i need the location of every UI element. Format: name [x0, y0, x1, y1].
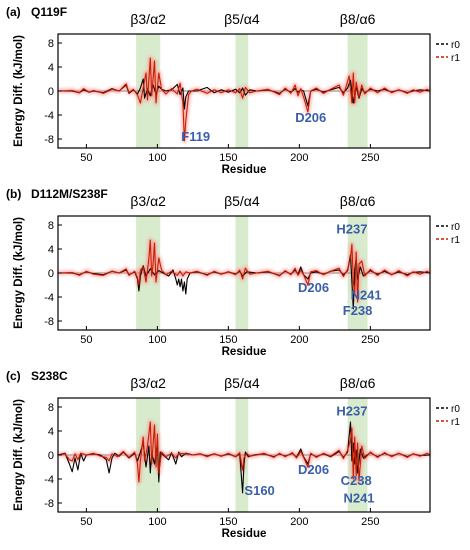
residue-annotation: H237 — [336, 221, 367, 236]
panel-label: (c) — [6, 369, 21, 383]
series-line-r1 — [57, 239, 431, 303]
y-tick-label: -8 — [44, 134, 54, 146]
region-label: β5/α4 — [224, 375, 260, 391]
legend-label: r0 — [451, 222, 460, 233]
chart-panel: (b) D112M/S238F β3/α2 β5/α4 β8/α6 50 100 150 200… — [6, 187, 460, 358]
x-tick-label: 50 — [80, 334, 92, 346]
y-tick-label: 0 — [48, 86, 54, 98]
residue-annotation: N241 — [343, 490, 374, 505]
x-tick-label: 250 — [361, 152, 379, 164]
x-axis-label: Residue — [222, 528, 267, 540]
chart-panel: (a) Q119F β3/α2 β5/α4 β8/α6 50 100 150 200 250 8 4 0… — [6, 5, 460, 176]
y-tick-label: 4 — [48, 426, 54, 438]
residue-annotation: D206 — [298, 462, 329, 477]
panel-title: Q119F — [31, 5, 67, 19]
x-tick-label: 100 — [148, 152, 166, 164]
y-tick-label: -8 — [44, 316, 54, 328]
chart-panel: (c) S238C β3/α2 β5/α4 β8/α6 50 100 150 200 250 8 4 0… — [6, 369, 460, 540]
y-axis-label: Energy Diff. (kJ/mol) — [13, 399, 25, 511]
x-tick-label: 150 — [219, 152, 237, 164]
panel-title: S238C — [31, 369, 68, 383]
legend-label: r1 — [451, 53, 460, 64]
x-tick-label: 250 — [361, 334, 379, 346]
y-tick-label: 8 — [48, 220, 54, 232]
residue-annotation: F119 — [181, 129, 210, 144]
y-tick-label: -4 — [44, 474, 54, 486]
x-tick-label: 200 — [290, 334, 308, 346]
y-tick-label: 8 — [48, 402, 54, 414]
region-label: β5/α4 — [224, 11, 260, 27]
x-axis-label: Residue — [222, 346, 267, 358]
x-tick-label: 50 — [80, 516, 92, 528]
residue-annotation: F238 — [343, 303, 373, 318]
region-label: β3/α2 — [130, 193, 166, 209]
x-tick-label: 150 — [219, 334, 237, 346]
series-line-r1 — [57, 57, 431, 142]
x-tick-label: 150 — [219, 516, 237, 528]
x-tick-label: 100 — [148, 334, 166, 346]
legend-label: r1 — [451, 235, 460, 246]
residue-annotation: D206 — [295, 110, 326, 125]
residue-annotation: S160 — [244, 483, 274, 498]
region-label: β8/α6 — [340, 11, 376, 27]
panel-label: (b) — [6, 187, 21, 201]
x-tick-label: 200 — [290, 152, 308, 164]
region-label: β3/α2 — [130, 11, 166, 27]
y-tick-label: 4 — [48, 244, 54, 256]
series-line-r1 — [57, 421, 431, 483]
region-label: β3/α2 — [130, 375, 166, 391]
residue-annotation: C238 — [341, 473, 372, 488]
residue-annotation: N241 — [351, 287, 382, 302]
region-label: β5/α4 — [224, 193, 260, 209]
region-label: β8/α6 — [340, 375, 376, 391]
y-tick-label: 8 — [48, 38, 54, 50]
residue-annotation: D206 — [298, 280, 329, 295]
residue-annotation: H237 — [336, 403, 367, 418]
legend-label: r0 — [451, 40, 460, 51]
x-tick-label: 50 — [80, 152, 92, 164]
x-axis-label: Residue — [222, 164, 267, 176]
x-tick-label: 250 — [361, 516, 379, 528]
panel-label: (a) — [6, 5, 21, 19]
y-tick-label: -8 — [44, 498, 54, 510]
y-axis-label: Energy Diff. (kJ/mol) — [13, 35, 25, 147]
y-tick-label: 0 — [48, 268, 54, 280]
region-label: β8/α6 — [340, 193, 376, 209]
y-tick-label: 4 — [48, 62, 54, 74]
panel-title: D112M/S238F — [31, 187, 108, 201]
x-tick-label: 100 — [148, 516, 166, 528]
legend-label: r1 — [451, 417, 460, 428]
y-tick-label: -4 — [44, 292, 54, 304]
y-tick-label: -4 — [44, 110, 54, 122]
x-tick-label: 200 — [290, 516, 308, 528]
y-axis-label: Energy Diff. (kJ/mol) — [13, 217, 25, 329]
y-tick-label: 0 — [48, 450, 54, 462]
legend-label: r0 — [451, 404, 460, 415]
